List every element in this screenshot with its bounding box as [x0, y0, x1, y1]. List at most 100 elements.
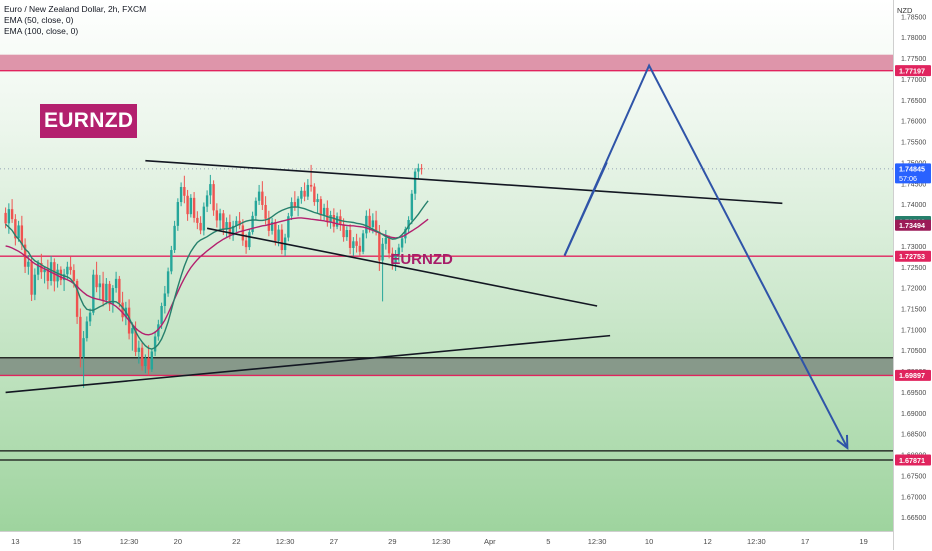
trend-line-0 [145, 159, 783, 205]
candle-body [196, 217, 199, 223]
price-tick-label: 1.70500 [901, 348, 926, 355]
candle-body [404, 229, 407, 239]
candle-body [170, 250, 173, 272]
currency-label: NZD [897, 6, 913, 15]
candle-body [300, 190, 303, 199]
candle-body [407, 219, 410, 230]
candle-body [261, 191, 264, 205]
price-tag-bg [895, 250, 931, 262]
projection-arrowhead [836, 434, 849, 450]
candle-body [368, 215, 371, 228]
price-tick-label: 1.76500 [901, 98, 926, 105]
time-tick-label: 27 [330, 537, 338, 546]
candle-body [257, 191, 261, 201]
candle-body [4, 212, 7, 224]
price-tick-label: 1.78500 [901, 14, 926, 21]
candle-body [79, 316, 82, 357]
candle-body [225, 222, 228, 230]
candle-body [144, 358, 147, 367]
candle-body [173, 225, 176, 251]
candle-body [277, 229, 280, 241]
candle-body [387, 237, 391, 254]
time-tick-label: 29 [388, 537, 396, 546]
candle-body [316, 199, 319, 203]
candle-body [231, 225, 235, 236]
candle-body [218, 213, 222, 221]
candle-body [176, 202, 180, 226]
candle-body [241, 225, 245, 241]
time-tick-label: 22 [232, 537, 240, 546]
candle-body [66, 266, 69, 275]
price-tag-bg [895, 65, 931, 77]
candle-body [413, 171, 417, 194]
time-tick-label: 12:30 [588, 537, 607, 546]
trend-line-2 [5, 334, 611, 394]
candle-body [244, 240, 248, 248]
candle-body [313, 186, 316, 203]
candle-body [105, 283, 108, 301]
pattern-label: EURNZD [390, 251, 453, 268]
candle-body [417, 168, 420, 172]
candle-body [274, 222, 277, 241]
candle-body [309, 184, 313, 187]
candle-body [186, 195, 189, 215]
candle-body [27, 261, 30, 267]
time-axis[interactable] [0, 531, 893, 551]
price-tag-label: 1.67871 [899, 456, 925, 465]
candle-body [43, 269, 46, 273]
candle-body [420, 168, 423, 170]
ema-50-legend[interactable]: EMA (50, close, 0) [4, 15, 74, 25]
candle-body [92, 274, 95, 313]
trend-line-1 [206, 227, 598, 307]
candle-body [235, 220, 238, 226]
candle-body [215, 210, 219, 221]
plot-area[interactable] [0, 0, 893, 531]
candle-body [287, 216, 290, 238]
price-tick-label: 1.71500 [901, 306, 926, 313]
price-tick-label: 1.77500 [901, 56, 926, 63]
price-tick-label: 1.72000 [901, 286, 926, 293]
candle-body [202, 206, 206, 231]
price-tag-bg [895, 219, 931, 231]
ema-100-legend[interactable]: EMA (100, close, 0) [4, 26, 79, 36]
time-tick-label: 15 [73, 537, 81, 546]
candle-body [365, 215, 368, 234]
candle-body [371, 220, 375, 228]
candle-body [134, 328, 137, 352]
candle-body [212, 184, 215, 211]
candle-body [75, 280, 79, 317]
candle-body [329, 214, 332, 222]
candle-body [280, 229, 284, 251]
candle-body [306, 184, 310, 197]
price-tick-label: 1.77000 [901, 77, 926, 84]
candle-body [391, 253, 394, 264]
candle-body [374, 220, 378, 232]
price-tick-label: 1.67000 [901, 494, 926, 501]
price-tag-bg [895, 454, 931, 466]
candle-body [394, 254, 397, 264]
candle-body [183, 187, 186, 196]
candle-body [238, 220, 241, 226]
price-tick-label: 1.67500 [901, 473, 926, 480]
candle-body [30, 261, 33, 295]
candle-body [46, 269, 50, 281]
price-tick-label: 1.66500 [901, 515, 926, 522]
time-tick-label: 17 [801, 537, 809, 546]
time-tick-label: 19 [859, 537, 867, 546]
candle-body [400, 238, 404, 248]
candle-body [137, 347, 141, 352]
price-tag-label: 1.74845 [899, 165, 925, 174]
candle-body [270, 222, 274, 231]
candle-body [254, 200, 258, 216]
price-tick-label: 1.74000 [901, 202, 926, 209]
time-tick-label: 10 [645, 537, 653, 546]
candle-body [157, 324, 160, 337]
candle-body [397, 247, 401, 255]
price-tick-label: 1.78000 [901, 35, 926, 42]
time-tick-label: 12:30 [120, 537, 139, 546]
candle-body [381, 243, 384, 261]
price-tick-label: 1.73000 [901, 244, 926, 251]
candle-body [199, 222, 202, 231]
symbol-title[interactable]: Euro / New Zealand Dollar, 2h, FXCM [4, 4, 147, 14]
candle-body [108, 283, 111, 305]
